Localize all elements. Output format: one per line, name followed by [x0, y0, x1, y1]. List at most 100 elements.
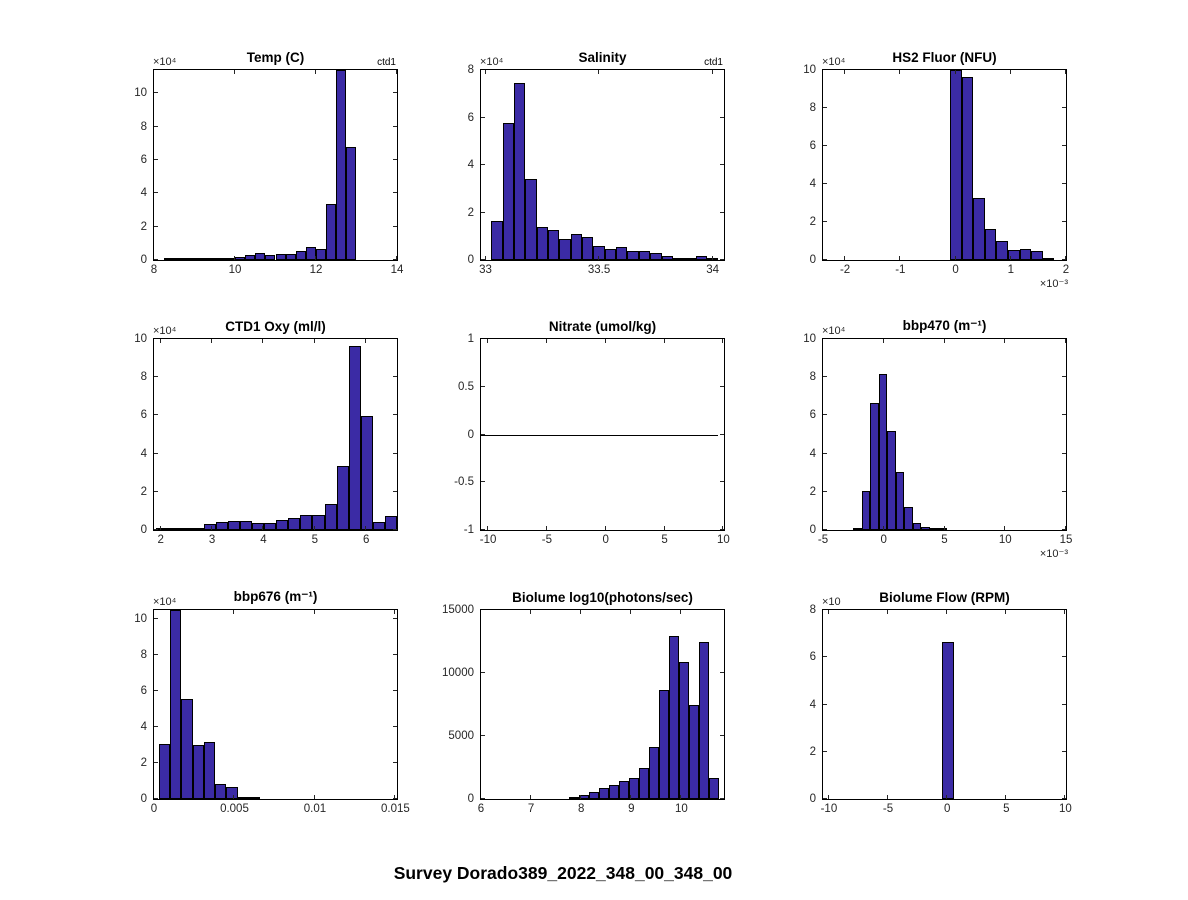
subplot-hs2-fluor: HS2 Fluor (NFU) ×10⁴ ×10⁻³ -2 -1 0 1 2 0 2 4 6 8… [803, 50, 1069, 290]
y-tick-label: -1 [463, 524, 474, 536]
tick-mark [943, 339, 945, 343]
plot-title: Salinity [578, 50, 627, 65]
histogram-bar [648, 746, 659, 799]
tick-mark [393, 726, 397, 727]
x-tick-label: 8 [578, 803, 585, 815]
tick-mark [604, 526, 606, 530]
x-tick-label: 10 [1059, 803, 1072, 815]
tick-mark [393, 798, 397, 799]
y-tick-label: -0.5 [454, 476, 474, 489]
histogram-bar [593, 245, 605, 260]
tick-mark [211, 339, 213, 343]
histogram-bar [878, 374, 888, 530]
histogram-bar [525, 179, 537, 260]
tick-mark [887, 610, 889, 614]
histogram-bar [961, 76, 974, 260]
tick-mark [481, 798, 485, 799]
histogram-bar [170, 610, 182, 799]
plot-title: bbp470 (m⁻¹) [902, 318, 987, 333]
tick-mark [720, 116, 724, 118]
x-tick-label: -5 [817, 534, 829, 546]
tick-mark [154, 92, 158, 94]
tick-mark [393, 159, 397, 160]
x-tick-label: 14 [390, 264, 404, 276]
histogram-bar [255, 253, 266, 260]
tick-mark [481, 259, 485, 260]
tick-mark [1004, 526, 1006, 530]
histogram-bar [226, 787, 238, 799]
y-tick-label: 4 [467, 159, 474, 171]
y-tick-label: 4 [809, 178, 816, 190]
histogram-bar [215, 522, 228, 530]
tick-mark [823, 376, 827, 378]
tick-mark [393, 225, 397, 227]
plot-title: Nitrate (umol/kg) [548, 319, 657, 334]
y-axis-tick-labels: 0 2 4 6 8 10 [84, 333, 154, 536]
y-tick-label: 8 [140, 371, 147, 384]
tick-mark [823, 656, 827, 658]
tick-mark [484, 256, 486, 260]
histogram-bar [568, 797, 579, 799]
y-tick-label: 2 [140, 756, 147, 769]
histogram-bar [887, 430, 896, 530]
tick-mark [680, 610, 682, 614]
x-tick-label: 33 [479, 264, 492, 276]
tick-mark [946, 795, 948, 799]
histogram-bar [547, 230, 560, 260]
histogram-bar [616, 246, 628, 260]
tick-mark [1062, 183, 1066, 184]
histogram-bar [938, 528, 947, 530]
tick-mark [1062, 798, 1066, 799]
x-axis-tick-labels: -5 0 5 10 15 [818, 530, 1073, 550]
tick-mark [720, 734, 724, 736]
y-tick-label: 0 [140, 524, 147, 536]
plot-area [154, 70, 397, 260]
y-axis-exponent-label: ×10⁴ [822, 56, 846, 68]
histogram-bar [588, 792, 599, 799]
tick-mark [233, 256, 235, 260]
tick-mark [530, 610, 532, 614]
histogram-bar [348, 345, 361, 530]
x-tick-label: -1 [895, 264, 906, 276]
tick-mark [393, 690, 397, 691]
histogram-bar [285, 254, 296, 260]
histogram-bar [668, 636, 679, 799]
subplot-salinity: Salinity ×10⁴ ctd1 33 33.5 34 0 2 4 6 8 [468, 50, 725, 276]
tick-mark [154, 225, 158, 227]
x-tick-label: 6 [477, 803, 485, 815]
subplot-temp: Temp (C) ×10⁴ ctd1 8 10 12 14 0 2 4 6 8 10 [134, 50, 403, 276]
histogram-bar [194, 258, 205, 260]
tick-mark [1065, 526, 1066, 530]
tick-mark [313, 339, 315, 343]
tick-mark [481, 481, 485, 483]
y-tick-label: 6 [809, 651, 816, 664]
plot-area [823, 339, 1066, 530]
y-axis-exponent-label: ×10⁴ [153, 596, 177, 608]
histogram-bar [536, 226, 548, 260]
histogram-bar [336, 466, 349, 530]
tick-mark [545, 526, 547, 530]
figure-title: Survey Dorado389_2022_348_00_348_00 [393, 863, 733, 883]
x-tick-label: 8 [150, 264, 158, 276]
x-tick-label: 0 [943, 803, 951, 815]
y-tick-label: 1 [467, 333, 474, 345]
tick-mark [154, 125, 158, 127]
tick-mark [823, 414, 827, 416]
tick-mark [720, 211, 724, 213]
histogram-bar [904, 507, 913, 530]
x-tick-label: 10 [675, 803, 688, 815]
tick-mark [313, 610, 315, 614]
y-tick-label: 2 [140, 220, 147, 233]
histogram-bar [578, 795, 589, 799]
tick-mark [313, 795, 315, 799]
histogram-bar [300, 514, 313, 530]
tick-mark [481, 671, 485, 673]
tick-mark [154, 529, 158, 530]
histogram-bar [265, 254, 276, 260]
x-tick-label: 0.015 [381, 803, 410, 815]
histogram-bar [203, 742, 216, 799]
tick-mark [393, 192, 397, 194]
histogram-bar [346, 146, 357, 260]
histogram-bar [912, 523, 922, 530]
